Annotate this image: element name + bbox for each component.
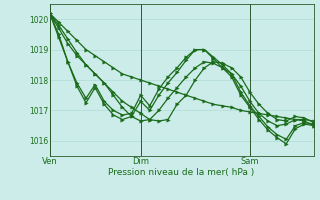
X-axis label: Pression niveau de la mer( hPa ): Pression niveau de la mer( hPa ) (108, 168, 255, 177)
